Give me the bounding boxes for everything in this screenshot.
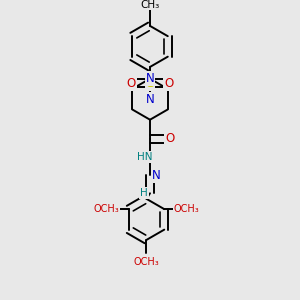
Text: O: O	[165, 132, 175, 145]
Text: O: O	[164, 76, 174, 90]
Text: S: S	[146, 76, 154, 90]
Text: H: H	[140, 188, 148, 198]
Text: N: N	[146, 72, 154, 85]
Text: OCH₃: OCH₃	[134, 257, 159, 267]
Text: CH₃: CH₃	[140, 0, 160, 10]
Text: N: N	[152, 169, 160, 182]
Text: HN: HN	[137, 152, 152, 162]
Text: OCH₃: OCH₃	[93, 204, 119, 214]
Text: N: N	[146, 93, 154, 106]
Text: O: O	[126, 76, 136, 90]
Text: OCH₃: OCH₃	[174, 204, 200, 214]
